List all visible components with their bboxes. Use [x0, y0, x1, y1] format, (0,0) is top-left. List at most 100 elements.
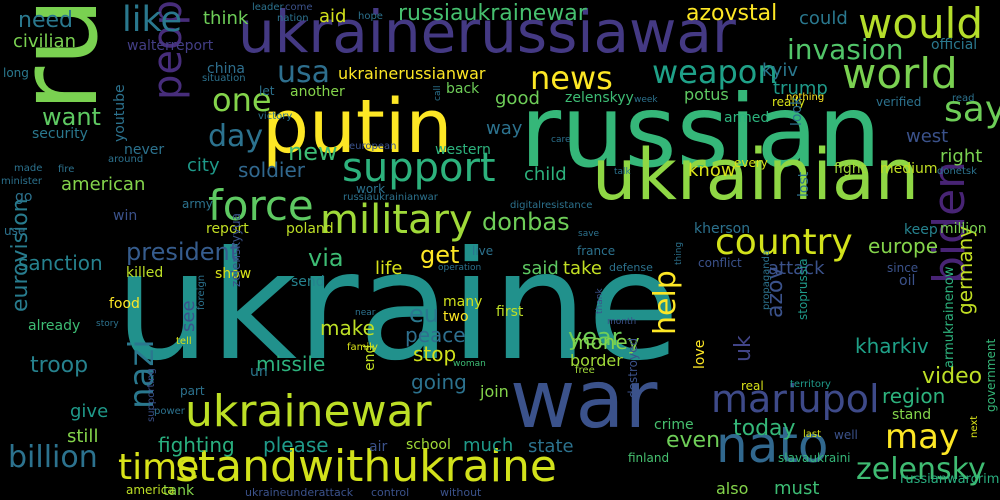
word-usa: usa	[277, 55, 331, 90]
word-day: day	[208, 119, 264, 154]
word-ukrainerussiawar: ukrainerussiawar	[238, 0, 736, 66]
word-nothing: nothing	[786, 92, 825, 103]
word-russianwarcrimes: russianwarcrimes	[900, 472, 1000, 487]
word-made: made	[14, 163, 43, 174]
word-want: want	[42, 103, 101, 131]
word-uk: uk	[731, 335, 756, 362]
word-power: power	[154, 406, 185, 417]
word-lost: lost	[796, 171, 812, 197]
word-million: million	[940, 221, 987, 237]
word-give: give	[70, 401, 109, 422]
word-official: official	[931, 37, 978, 53]
word-poland: poland	[286, 221, 334, 237]
word-well: well	[834, 428, 858, 442]
word-around: around	[108, 154, 144, 165]
word-russian: russian	[520, 73, 882, 190]
word-really: really	[772, 95, 806, 109]
word-west: west	[906, 126, 949, 147]
word-send: send	[291, 274, 325, 290]
word-food: food	[109, 296, 140, 312]
word-oil: oil	[899, 273, 916, 289]
word-putin: putin	[262, 84, 453, 170]
word-today: today	[733, 416, 796, 441]
word-azovstal: azovstal	[686, 1, 778, 26]
word-supporting: supporting	[146, 368, 157, 422]
word-two: two	[443, 309, 469, 325]
word-tank: tank	[163, 483, 195, 499]
word-story: story	[96, 319, 119, 329]
word-missile: missile	[256, 352, 326, 376]
word-report: report	[206, 221, 249, 237]
word-civilian: civilian	[13, 31, 76, 52]
word-medium: medium	[880, 161, 938, 177]
word-mariupol: mariupol	[711, 377, 880, 421]
word-call: call	[433, 85, 443, 101]
word-every: every	[734, 156, 768, 170]
word-youtube: youtube	[112, 84, 128, 142]
word-armukrainenow: armukrainenow	[942, 266, 957, 369]
word-standwithukraine: standwithukraine	[175, 441, 557, 492]
word-conflict: conflict	[698, 256, 742, 270]
word-city: city	[187, 155, 220, 176]
word-minister: minister	[1, 176, 43, 187]
word-walterreport: walterreport	[127, 38, 214, 54]
word-near: near	[355, 308, 376, 318]
word-fire: fire	[58, 164, 75, 175]
word-victory: victory	[258, 111, 293, 122]
word-without: without	[440, 486, 482, 499]
word-stoprussia: stoprussia	[796, 258, 810, 320]
word-sanction: sanction	[18, 251, 103, 275]
word-one: one	[212, 81, 272, 119]
word-invasion: invasion	[787, 33, 904, 66]
word-foreign: foreign	[196, 274, 207, 310]
word-china: china	[207, 61, 245, 77]
word-potus: potus	[684, 85, 729, 104]
word-read: read	[952, 93, 975, 104]
word-stand: stand	[892, 407, 932, 423]
word-win: win	[113, 208, 138, 224]
word-american: american	[61, 174, 146, 195]
word-zelensky: zelensky	[856, 452, 986, 487]
word-russiaukrainianwar: russiaukrainianwar	[343, 192, 438, 203]
word-country: country	[715, 222, 853, 263]
word-say: say	[944, 89, 1000, 130]
word-know: know	[688, 160, 736, 181]
word-via: via	[308, 244, 344, 272]
word-last: last	[803, 429, 822, 440]
word-like: like	[122, 0, 183, 40]
word-make: make	[320, 316, 375, 340]
word-destroyed: destroyed	[626, 337, 640, 398]
word-region: region	[882, 384, 946, 408]
word-leader: leader	[252, 2, 284, 13]
word-military: military	[320, 197, 473, 243]
word-could: could	[799, 8, 848, 29]
word-eu: eu	[409, 300, 439, 328]
word-defense: defense	[609, 261, 653, 274]
word-video: video	[922, 364, 983, 389]
word-get: get	[420, 241, 460, 269]
word-join: join	[480, 382, 509, 401]
word-force: force	[208, 181, 314, 230]
word-weapon: weapon	[652, 53, 778, 91]
word-life: life	[375, 258, 403, 279]
word-look: look	[789, 96, 805, 126]
word-school: school	[406, 437, 451, 453]
word-another: another	[290, 84, 345, 100]
word-slavaukraini: slavaukraini	[778, 451, 851, 465]
word-european: european	[349, 141, 397, 152]
word-live: live	[472, 244, 494, 258]
word-come: come	[285, 2, 313, 13]
word-government: government	[984, 338, 998, 412]
word-western: western	[435, 142, 491, 158]
word-zelenskyy: zelenskyy	[565, 90, 634, 106]
word-kyiv: kyiv	[762, 60, 799, 81]
word-tell: tell	[176, 336, 192, 347]
word-aid: aid	[319, 6, 347, 27]
word-talk: talk	[614, 167, 631, 177]
word-news: news	[530, 59, 613, 97]
word-work: work	[356, 182, 386, 196]
word-help: help	[648, 270, 683, 335]
word-said: said	[522, 258, 559, 279]
word-kharkiv: kharkiv	[855, 334, 929, 358]
word-family: family	[347, 342, 378, 353]
